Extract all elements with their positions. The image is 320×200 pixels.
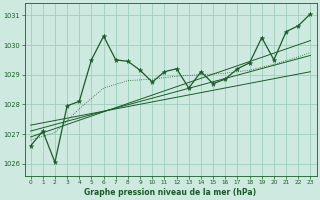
X-axis label: Graphe pression niveau de la mer (hPa): Graphe pression niveau de la mer (hPa) <box>84 188 257 197</box>
